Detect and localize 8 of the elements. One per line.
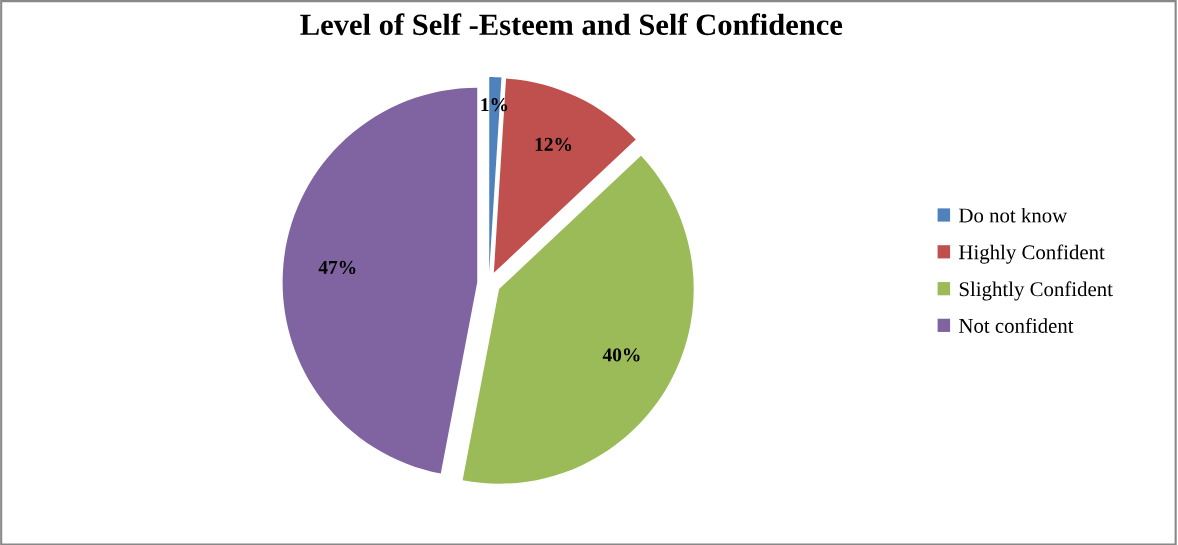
- data-label: 40%: [602, 348, 640, 362]
- chart-title: Level of Self -Esteem and Self Confidence: [300, 13, 843, 36]
- data-label: 12%: [535, 137, 572, 151]
- legend-label: Do not know: [959, 207, 1068, 223]
- legend-label: Not confident: [959, 318, 1074, 333]
- data-label: 47%: [318, 260, 356, 275]
- legend-label: Highly Confident: [959, 244, 1105, 264]
- legend-label: Slightly Confident: [959, 281, 1113, 301]
